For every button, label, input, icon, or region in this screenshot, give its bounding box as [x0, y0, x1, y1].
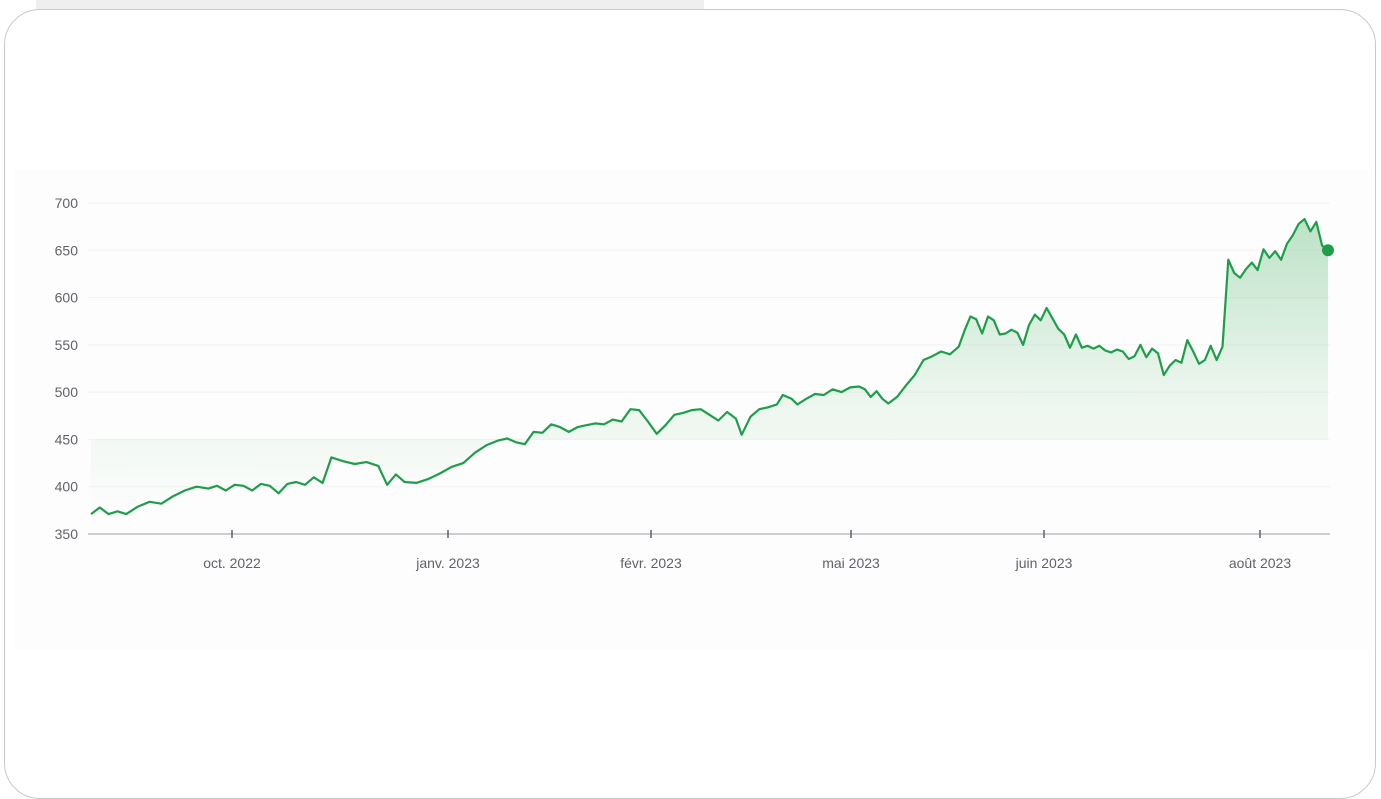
top-tab-strip — [36, 0, 704, 10]
x-tick-label: mai 2023 — [822, 555, 880, 571]
y-tick-label: 600 — [55, 290, 79, 306]
x-tick-label: janv. 2023 — [415, 555, 480, 571]
y-axis-ticks: 350 400 450 500 550 600 650 700 — [55, 195, 79, 542]
y-tick-label: 700 — [55, 195, 79, 211]
y-tick-label: 550 — [55, 337, 79, 353]
price-chart: 350 400 450 500 550 600 650 700 oct. 2022 janv. … — [55, 195, 1334, 571]
y-tick-label: 500 — [55, 384, 79, 400]
grid-lines — [88, 202, 1330, 488]
last-value-dot — [1322, 244, 1334, 257]
price-line — [90, 218, 1329, 516]
y-tick-label: 350 — [55, 526, 79, 542]
x-tick-label: août 2023 — [1229, 555, 1291, 571]
x-tick-label: juin 2023 — [1015, 555, 1073, 571]
y-tick-label: 450 — [55, 431, 79, 447]
x-tick-label: oct. 2022 — [203, 555, 261, 571]
area-fill — [91, 219, 1328, 515]
y-tick-label: 400 — [55, 479, 79, 495]
x-axis-ticks: oct. 2022 janv. 2023 févr. 2023 mai 2023 jui… — [203, 530, 1291, 571]
x-tick-label: févr. 2023 — [620, 555, 682, 571]
y-tick-label: 650 — [55, 242, 79, 258]
